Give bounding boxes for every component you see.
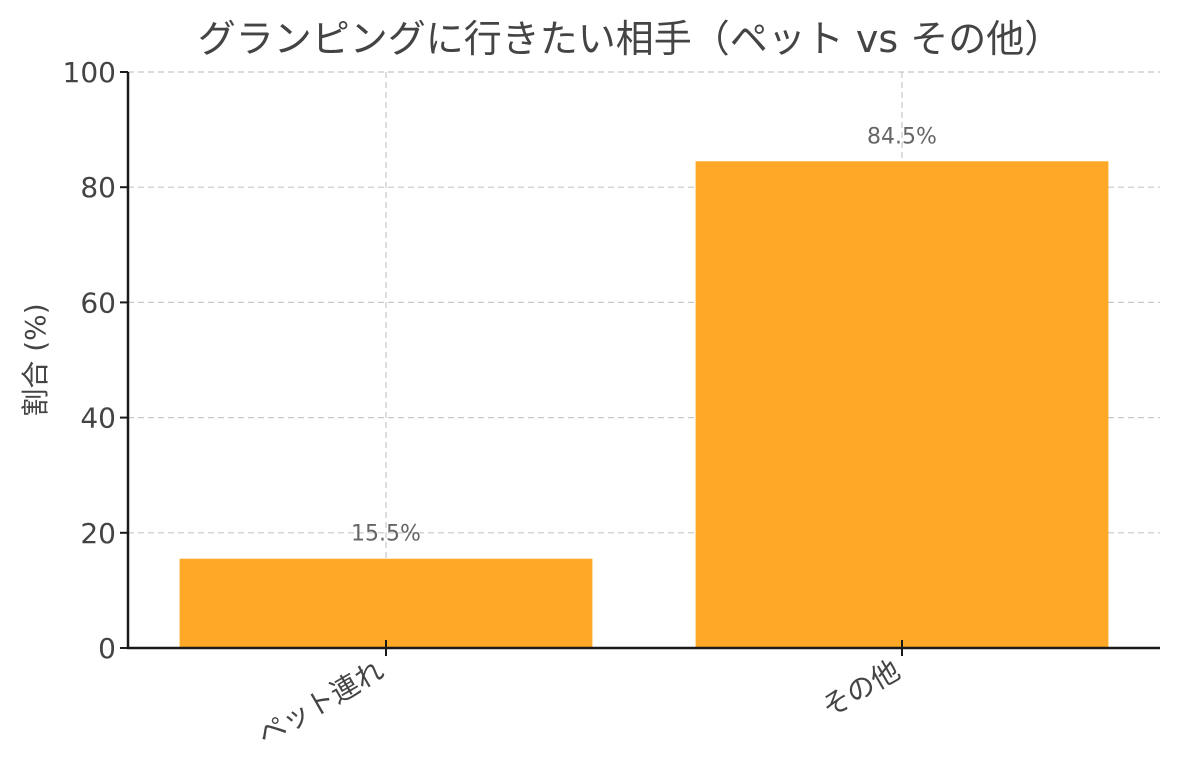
y-axis-label: 割合 (%) (19, 303, 52, 416)
chart-title: グランピングに行きたい相手（ペット vs その他） (198, 17, 1062, 61)
y-tick-label: 40 (80, 402, 116, 435)
axes (120, 71, 1160, 656)
y-tick-label: 100 (63, 56, 116, 89)
y-tick-label: 0 (98, 632, 116, 665)
bar-data-label: 15.5% (351, 522, 421, 547)
bar-1 (179, 558, 593, 648)
x-category-label: ペット連れ (252, 653, 390, 752)
bar-data-label: 84.5% (867, 124, 937, 149)
y-tick-label: 60 (80, 286, 116, 319)
y-tick-label: 80 (80, 171, 116, 204)
y-tick-label: 20 (80, 517, 116, 550)
x-category-label: その他 (816, 653, 905, 724)
bar-2 (695, 161, 1109, 648)
bars (179, 161, 1109, 648)
